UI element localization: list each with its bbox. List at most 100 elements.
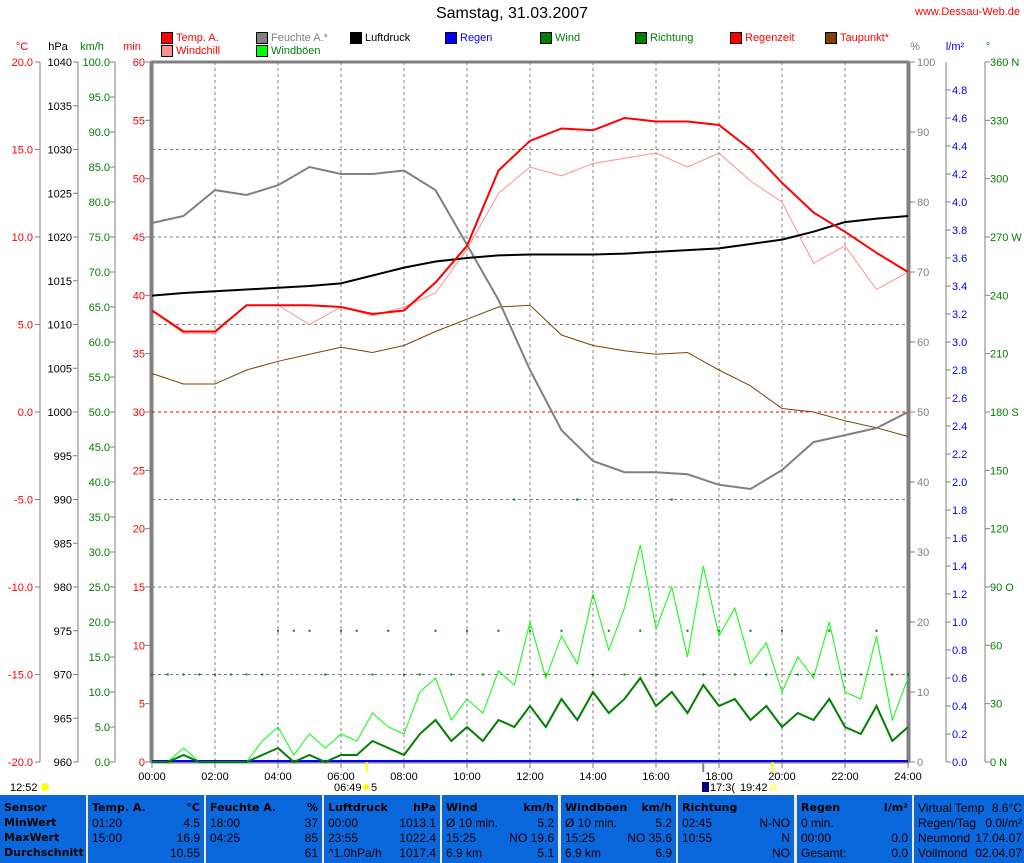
panel-temp: Temp. A. °C 01:20 4.5 15:00 16.9 10.55 [88, 795, 204, 863]
extra-value: 17.04.07 [975, 831, 1022, 845]
panel-hum: Feuchte A.% 18:00 37 04:25 85 61 [206, 795, 322, 863]
rain-tick-label: 0.0 [952, 757, 967, 769]
wind-cell-time: 15:25 [446, 831, 477, 845]
row-label-avg: Durchschnitt [4, 846, 84, 859]
temp-cell-value: 4.5 [183, 816, 200, 830]
direction-point [686, 629, 689, 632]
legend-label: Luftdruck [365, 32, 411, 44]
direction-point [481, 673, 484, 676]
extra-value: 8.6°C [991, 801, 1022, 815]
temp-tick-label: 20.0 [12, 57, 33, 69]
pct-tick-label: 10 [917, 687, 929, 699]
press-unit: hPa [412, 801, 436, 814]
direction-point [466, 629, 468, 632]
dir-cell-value: NO [772, 846, 790, 860]
gust-line [152, 544, 909, 763]
pct-tick-label: 80 [917, 197, 929, 209]
pct-tick-label: 40 [917, 477, 929, 489]
hpa-tick-label: 1030 [48, 145, 72, 157]
min-tick-label: 10 [133, 640, 145, 652]
temp-cell-time: 01:20 [92, 816, 123, 830]
x-tick-label: 02:00 [201, 771, 229, 783]
legend-label: Windböen [271, 45, 321, 57]
kmh-tick-label: 65.0 [89, 302, 110, 314]
x-tick-label: 14:00 [579, 771, 607, 783]
rain-tick-label: 2.4 [952, 421, 967, 433]
min-tick-label: 60 [133, 57, 145, 69]
dir-header: Richtung [682, 801, 738, 814]
direction-point [355, 629, 358, 632]
pct-tick-label: 0 [917, 757, 923, 769]
direction-point [859, 673, 862, 676]
sun-icon [770, 784, 777, 791]
hpa-tick-label: 1040 [48, 57, 72, 69]
x-tick-label: 20:00 [768, 771, 796, 783]
kmh-tick-label: 25.0 [89, 582, 110, 594]
direction-point [387, 629, 390, 632]
direction-point [324, 673, 327, 676]
stats-table: Sensor MinWert MaxWert Durchschnitt Temp… [0, 795, 1024, 863]
x-tick-label: 06:00 [327, 771, 355, 783]
deg-tick-label: 150 [990, 465, 1008, 477]
hpa-tick-label: 960 [54, 757, 72, 769]
direction-point [891, 673, 894, 676]
deg-tick-label: 30 [990, 699, 1002, 711]
direction-point [844, 673, 846, 676]
legend-label: Feuchte A.* [271, 32, 328, 44]
rain-tick-label: 3.8 [952, 225, 967, 237]
hpa-tick-label: 1005 [48, 363, 72, 375]
pct-tick-label: 90 [917, 127, 929, 139]
gust-unit: km/h [641, 801, 672, 814]
legend-rain: Regen [445, 32, 492, 44]
panel-press: Luftdruck hPa 00:00 1013.1 23:55 1022.4 ^1.0hP… [324, 795, 440, 863]
pct-tick-label: 70 [917, 267, 929, 279]
rain-cell-time: 00:00 [801, 831, 832, 845]
rain-cell-time: Gesamt: [801, 846, 847, 860]
rain-unit: l/m² [883, 801, 908, 814]
kmh-tick-label: 85.0 [89, 162, 110, 174]
panel-sensor: Sensor MinWert MaxWert Durchschnitt [0, 795, 86, 863]
min-tick-label: 55 [133, 115, 145, 127]
deg-tick-label: 360 N [990, 57, 1019, 69]
temp-tick-label: 0.0 [18, 407, 33, 419]
hum-cell-value: 37 [304, 816, 318, 830]
min-tick-label: 5 [139, 699, 145, 711]
temp-tick-label: -15.0 [8, 670, 33, 682]
dir-cell-time: 02:45 [682, 816, 713, 830]
deg-tick-label: 300 [990, 174, 1008, 186]
hpa-tick-label: 965 [54, 713, 72, 725]
extra-label: Neumond [918, 831, 971, 845]
wind-cell-value: 5.2 [537, 816, 554, 830]
extra-label: Regen/Tag [918, 816, 977, 830]
direction-point [702, 673, 705, 676]
direction-point [497, 629, 500, 632]
site-link[interactable]: www.Dessau-Web.de [915, 6, 1020, 18]
press-cell-value: 1022.4 [399, 831, 436, 845]
hpa-axis-unit: hPa [48, 41, 68, 53]
pressure-line [151, 215, 909, 297]
gust-header: Windböen [565, 801, 628, 814]
direction-point [182, 673, 185, 676]
direction-point [450, 673, 453, 676]
direction-point [907, 673, 909, 676]
legend-label: Regenzeit [745, 32, 795, 44]
gust-cell-value: NO 35.6 [627, 831, 672, 845]
rain-cell-value: 0.0 [891, 831, 908, 845]
legend-raintime: Regenzeit [730, 32, 795, 44]
hpa-tick-label: 1020 [48, 232, 72, 244]
deg-tick-label: 240 [990, 290, 1008, 302]
row-label-min: MinWert [4, 816, 57, 829]
rain-tick-label: 0.2 [952, 729, 967, 741]
kmh-tick-label: 35.0 [89, 512, 110, 524]
rain-tick-label: 1.4 [952, 561, 967, 573]
min-tick-label: 40 [133, 290, 145, 302]
deg-tick-label: 90 O [990, 582, 1014, 594]
moonset-time: 17:3( [710, 782, 735, 794]
temp-cell-time: 15:00 [92, 831, 123, 845]
pct-tick-label: 50 [917, 407, 929, 419]
row-label-max: MaxWert [4, 831, 60, 844]
direction-point [781, 629, 783, 632]
wind-cell-value: 5.1 [537, 846, 554, 860]
deg-tick-label: 0 N [990, 757, 1007, 769]
rain-tick-label: 2.8 [952, 365, 967, 377]
